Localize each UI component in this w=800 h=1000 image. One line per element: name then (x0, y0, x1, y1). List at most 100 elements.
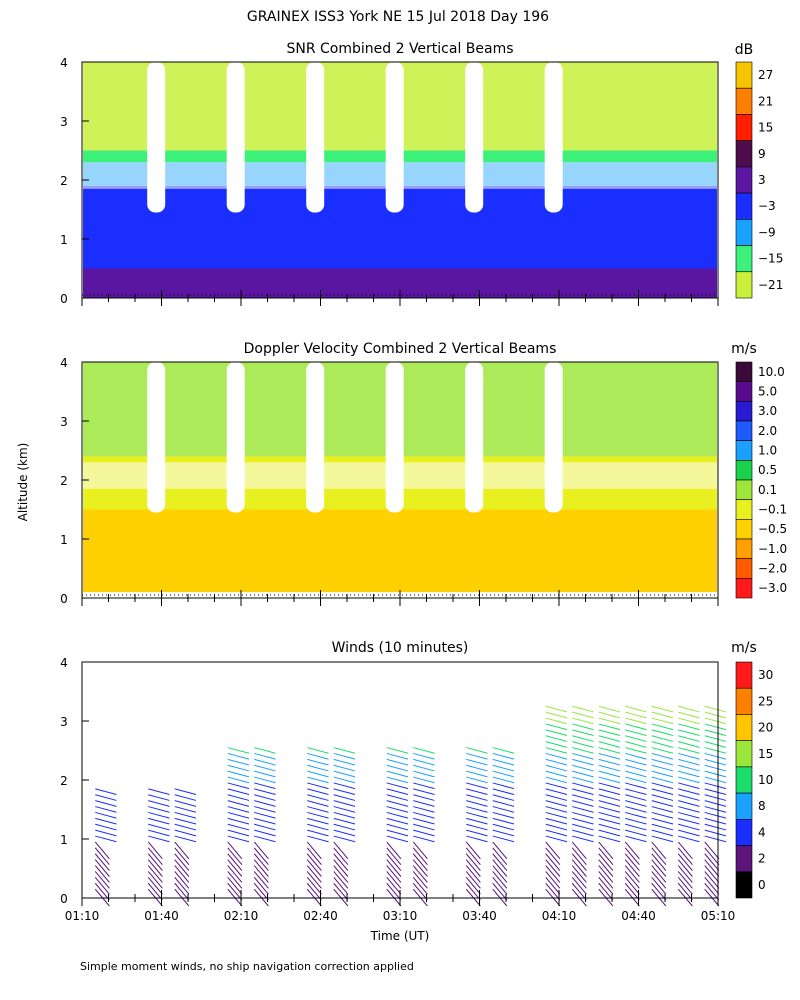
colorbar-swatch (735, 538, 753, 559)
wind-barb (147, 859, 163, 877)
colorbar-swatch (735, 420, 753, 441)
colorbar-label: 2.0 (758, 424, 777, 438)
wind-barb (147, 853, 163, 871)
winds-x-axis: 01:10 01:40 02:10 02:40 03:10 03:40 04:10 04:40… (65, 890, 736, 923)
wind-barb (254, 823, 276, 831)
wind-barb (253, 847, 269, 866)
wind-barb (492, 841, 508, 860)
wind-barb (94, 859, 110, 877)
wind-barb (678, 711, 700, 719)
wind-barb (545, 788, 568, 796)
wind-barb (704, 817, 727, 825)
wind-barb (572, 823, 594, 831)
colorbar-swatch (735, 714, 753, 741)
wind-barb (333, 770, 356, 778)
wind-barb (492, 882, 508, 901)
wind-barb (386, 806, 409, 813)
x-tick-label: 04:10 (542, 909, 577, 923)
wind-barb (254, 817, 276, 825)
wind-barb (333, 758, 356, 766)
wind-barb (651, 747, 674, 754)
wind-barb (651, 741, 674, 748)
y-tick-label: 2 (60, 774, 68, 788)
wind-barb (704, 847, 720, 866)
wind-barb (625, 741, 647, 748)
wind-barb (651, 871, 667, 889)
wind-barb (254, 835, 276, 843)
wind-barb (227, 847, 243, 866)
wind-barb (386, 865, 402, 883)
wind-barb (492, 847, 508, 866)
wind-barb (571, 871, 587, 889)
colorbar-swatch (735, 192, 753, 220)
wind-barb (95, 829, 117, 837)
wind-barb (572, 717, 594, 725)
wind-barb (254, 806, 276, 813)
wind-barb (624, 865, 640, 883)
missing-data-gap (465, 62, 484, 213)
wind-barb (174, 847, 190, 866)
wind-barb (492, 823, 515, 831)
missing-data-gap (147, 62, 166, 213)
wind-barb (598, 782, 621, 790)
wind-barb (466, 800, 488, 807)
wind-barb (625, 823, 647, 831)
wind-barb (572, 806, 594, 813)
wind-barb (227, 882, 243, 901)
y-tick-label: 1 (60, 833, 68, 847)
colorbar-swatch (735, 558, 753, 579)
missing-data-gap (465, 362, 484, 513)
wind-barb (678, 800, 700, 807)
y-tick-label: 0 (60, 292, 68, 306)
wind-barb (704, 776, 727, 784)
missing-data-gap (147, 362, 166, 513)
wind-barb (174, 823, 197, 831)
colorbar-label: 21 (758, 94, 773, 108)
colorbar-label: 15 (758, 121, 773, 135)
wind-barb (465, 865, 481, 883)
colorbar-label: 10.0 (758, 365, 785, 379)
wind-barb (333, 829, 356, 837)
colorbar-swatch (735, 871, 753, 899)
wind-barb (227, 794, 250, 801)
wind-barb (678, 817, 700, 825)
wind-barb (492, 752, 515, 760)
wind-barb (572, 752, 594, 760)
colorbar-label: 1.0 (758, 444, 777, 458)
wind-barb (307, 817, 329, 825)
wind-barb (254, 811, 276, 819)
x-tick-label: 04:40 (621, 909, 656, 923)
wind-barb (227, 752, 250, 760)
colorbar-label: 3.0 (758, 404, 777, 418)
wind-barb (704, 853, 720, 871)
wind-barb (598, 741, 621, 748)
wind-barb (227, 829, 250, 837)
x-tick-label: 05:10 (701, 909, 736, 923)
wind-barb (598, 882, 614, 901)
colorbar-swatch (735, 219, 753, 246)
wind-barb (572, 729, 594, 737)
wind-barb (227, 806, 250, 813)
wind-barb (651, 723, 674, 731)
wind-barb (227, 817, 250, 825)
wind-barb (677, 853, 693, 871)
wind-barb (704, 811, 727, 819)
wind-barb (306, 847, 322, 866)
wind-barb (678, 829, 700, 837)
wind-barb (598, 729, 621, 737)
wind-barb (545, 717, 568, 725)
wind-barb (571, 882, 587, 901)
wind-barb (412, 859, 428, 877)
wind-barb (95, 817, 117, 825)
wind-barb (651, 770, 674, 778)
wind-barb (598, 770, 621, 778)
wind-barb (333, 806, 356, 813)
wind-barb (704, 747, 727, 754)
wind-barb (148, 788, 170, 796)
wind-barb (678, 735, 700, 742)
wind-barb (704, 829, 727, 837)
wind-barb (413, 829, 435, 837)
wind-barb (624, 877, 640, 895)
wind-barb (413, 782, 435, 790)
wind-barb (572, 747, 594, 754)
